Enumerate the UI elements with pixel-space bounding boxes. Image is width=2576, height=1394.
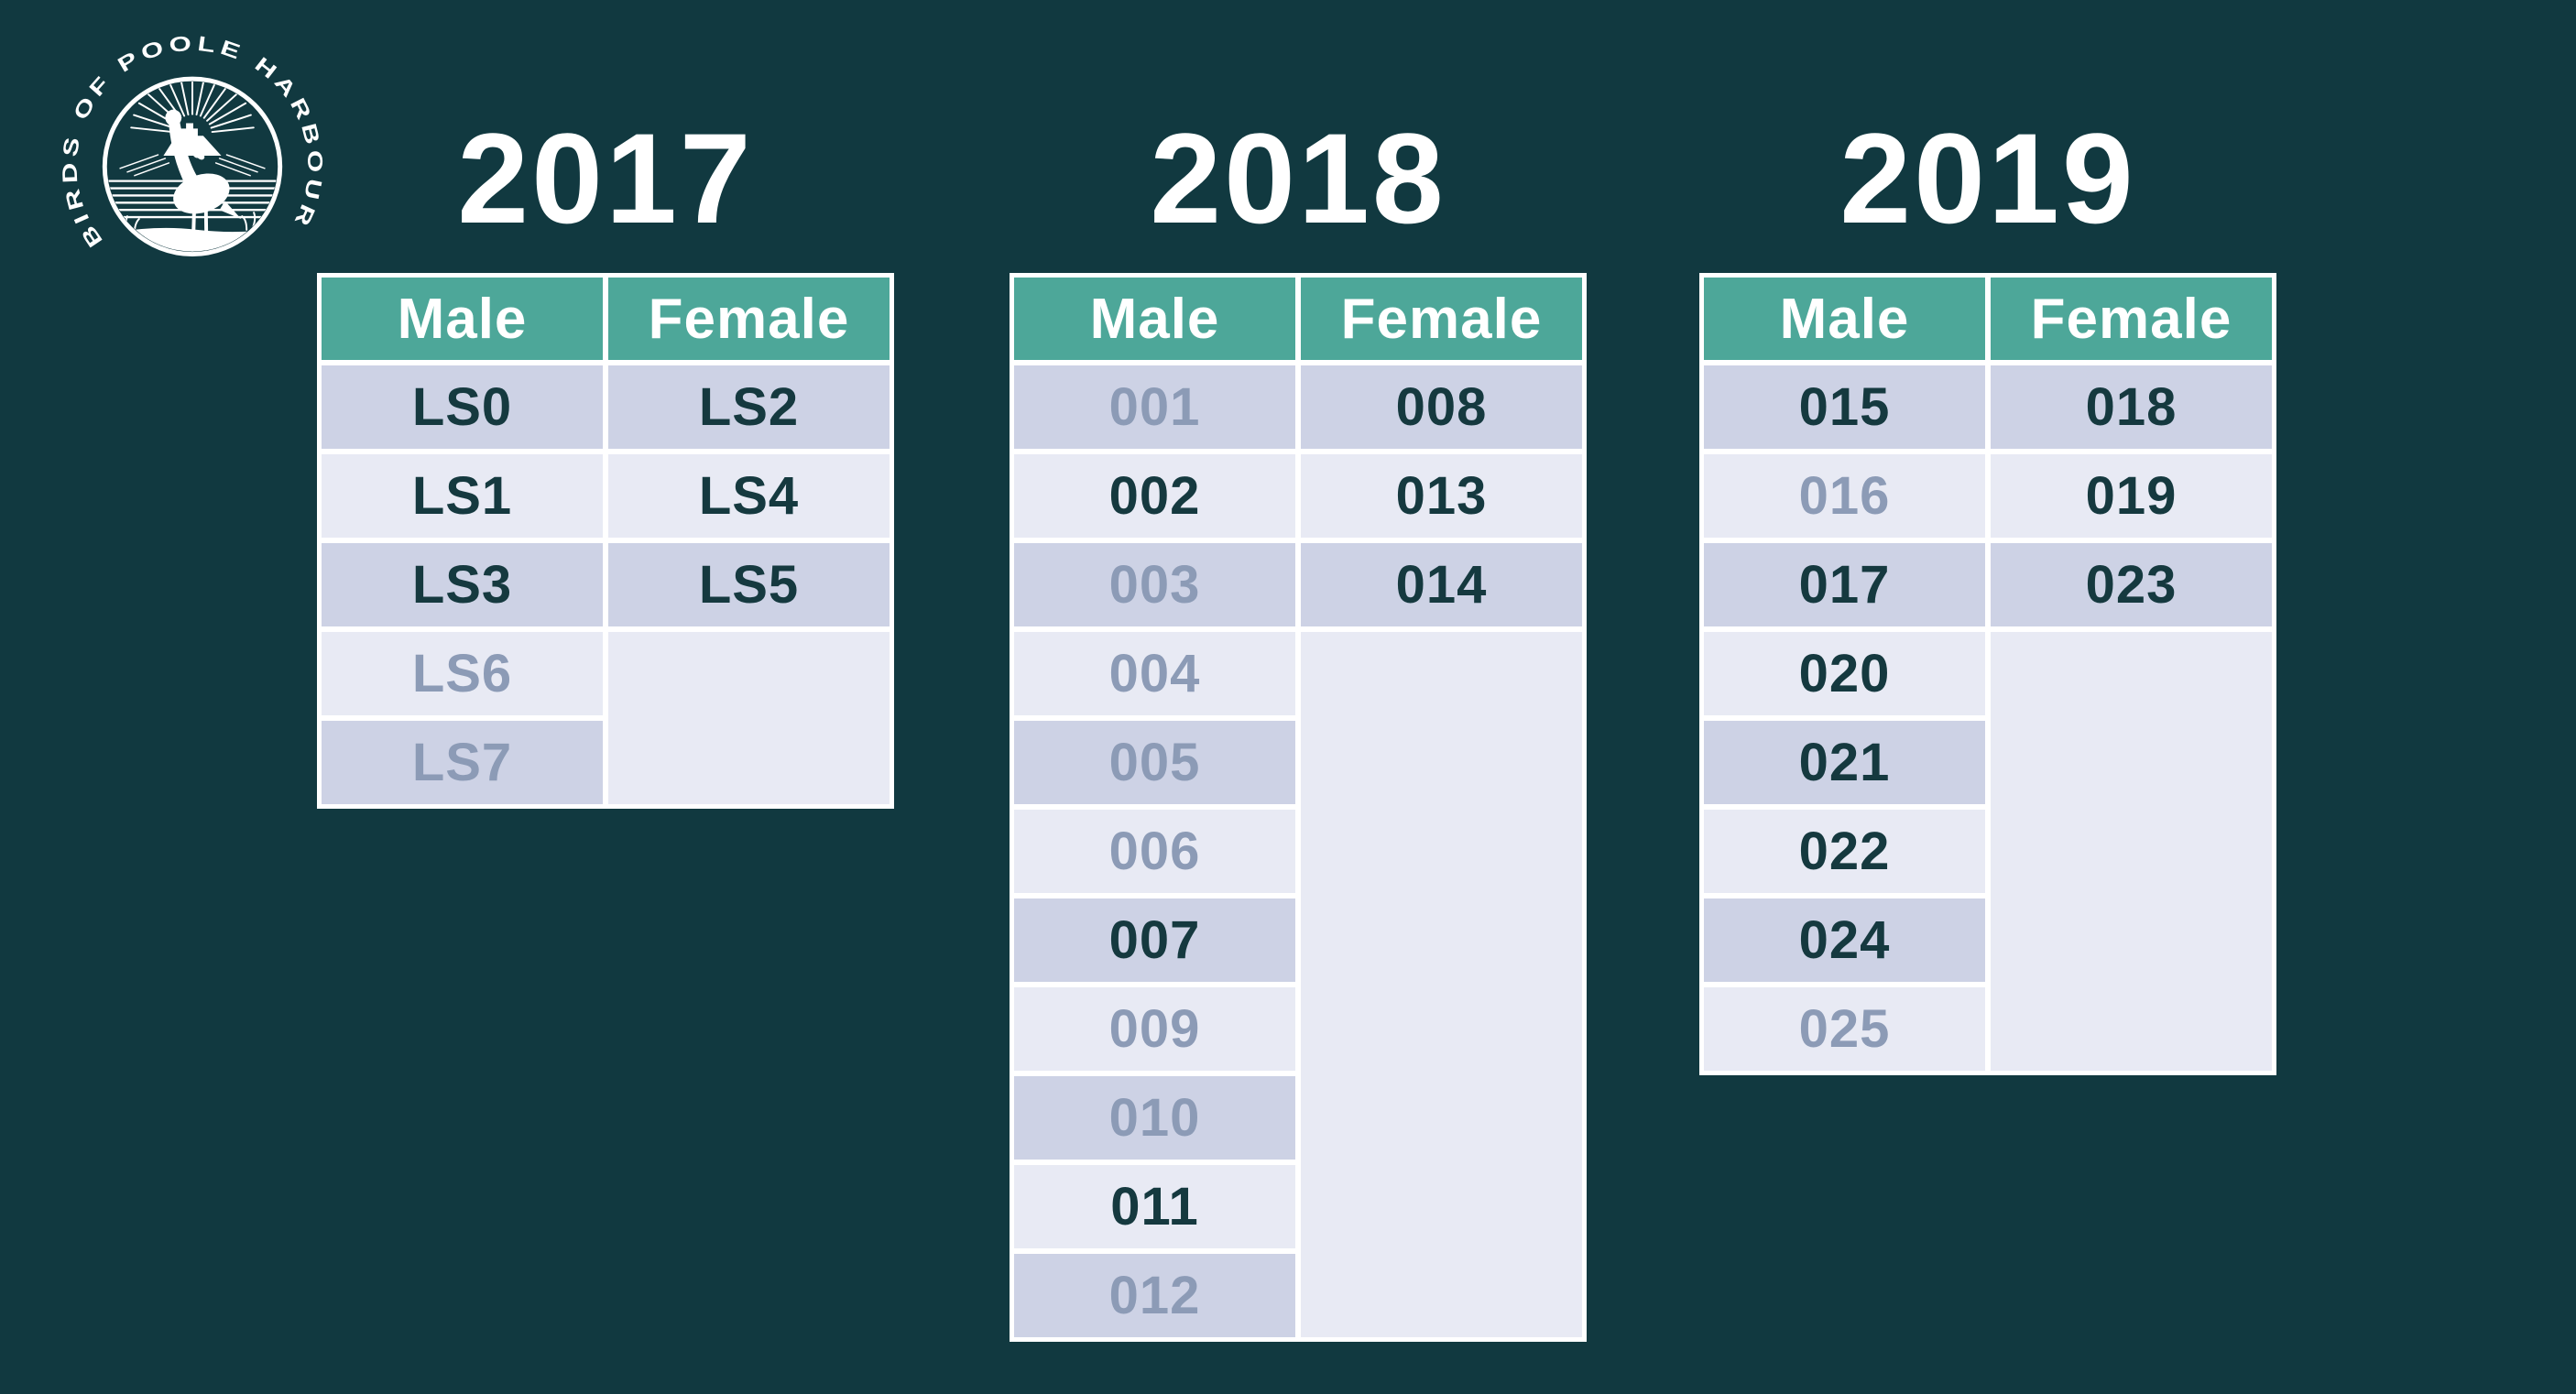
bird-id-cell: 022 — [1704, 810, 1985, 893]
bird-id-cell: 002 — [1014, 454, 1295, 538]
bird-id-cell: 011 — [1014, 1165, 1295, 1248]
bird-id-cell: 024 — [1704, 898, 1985, 982]
year-section-2018: 2018 Male 001 002 003 004 005 006 007 009 010 011 0… — [1010, 96, 1587, 1342]
female-column: Female 018 019 023 — [1991, 278, 2272, 1071]
year-section-2017: 2017 Male LS0 LS1 LS3 LS6 LS7 Female LS2 LS4 LS5 — [317, 96, 894, 809]
bird-id-cell: 017 — [1704, 543, 1985, 626]
year-section-2019: 2019 Male 015 016 017 020 021 022 024 025 Female… — [1699, 96, 2276, 1075]
bird-id-cell: 003 — [1014, 543, 1295, 626]
ringing-table-2018: Male 001 002 003 004 005 006 007 009 010 011 012 Fe… — [1010, 273, 1587, 1342]
female-header: Female — [608, 278, 890, 360]
empty-cells-area — [608, 632, 890, 804]
bird-id-cell: 021 — [1704, 721, 1985, 804]
bird-id-cell: 018 — [1991, 365, 2272, 449]
field-lines — [119, 154, 266, 177]
bird-id-cell: 007 — [1014, 898, 1295, 982]
bird-id-cell: 001 — [1014, 365, 1295, 449]
bird-id-cell: 023 — [1991, 543, 2272, 626]
bird-id-cell: 005 — [1014, 721, 1295, 804]
birds-of-poole-harbour-logo: BIRDS OF POOLE HARBOUR — [57, 31, 324, 257]
bird-id-cell: 014 — [1301, 543, 1582, 626]
male-header: Male — [322, 278, 603, 360]
empty-cells-area — [1991, 632, 2272, 1071]
bird-id-cell: 020 — [1704, 632, 1985, 715]
bird-id-cell: 004 — [1014, 632, 1295, 715]
spoonbill-bird-icon — [165, 109, 242, 252]
male-column: Male 001 002 003 004 005 006 007 009 010 011 012 — [1014, 278, 1295, 1337]
male-header: Male — [1014, 278, 1295, 360]
female-header: Female — [1991, 278, 2272, 360]
sunburst-icon — [130, 82, 255, 134]
bird-id-cell: LS6 — [322, 632, 603, 715]
year-title: 2018 — [1150, 106, 1446, 250]
bird-id-cell: LS7 — [322, 721, 603, 804]
bird-id-cell: 025 — [1704, 987, 1985, 1071]
bird-id-cell: LS4 — [608, 454, 890, 538]
bird-id-cell: 015 — [1704, 365, 1985, 449]
bird-id-cell: 010 — [1014, 1076, 1295, 1160]
male-column: Male 015 016 017 020 021 022 024 025 — [1704, 278, 1985, 1071]
bird-id-cell: 013 — [1301, 454, 1582, 538]
year-title: 2017 — [457, 106, 754, 250]
ringing-table-2017: Male LS0 LS1 LS3 LS6 LS7 Female LS2 LS4 LS5 — [317, 273, 894, 809]
ringing-table-2019: Male 015 016 017 020 021 022 024 025 Female 018 01… — [1699, 273, 2276, 1075]
bird-id-cell: 009 — [1014, 987, 1295, 1071]
logo-ring — [102, 76, 283, 257]
bird-id-cell: LS3 — [322, 543, 603, 626]
bird-id-cell: 008 — [1301, 365, 1582, 449]
female-column: Female LS2 LS4 LS5 — [608, 278, 890, 804]
female-header: Female — [1301, 278, 1582, 360]
empty-cells-area — [1301, 632, 1582, 1337]
bird-id-cell: 019 — [1991, 454, 2272, 538]
bird-id-cell: LS5 — [608, 543, 890, 626]
bird-id-cell: 012 — [1014, 1254, 1295, 1337]
bird-id-cell: 006 — [1014, 810, 1295, 893]
bird-id-cell: 016 — [1704, 454, 1985, 538]
female-column: Female 008 013 014 — [1301, 278, 1582, 1337]
male-header: Male — [1704, 278, 1985, 360]
bird-id-cell: LS1 — [322, 454, 603, 538]
male-column: Male LS0 LS1 LS3 LS6 LS7 — [322, 278, 603, 804]
bird-id-cell: LS0 — [322, 365, 603, 449]
year-title: 2019 — [1839, 106, 2136, 250]
bird-id-cell: LS2 — [608, 365, 890, 449]
